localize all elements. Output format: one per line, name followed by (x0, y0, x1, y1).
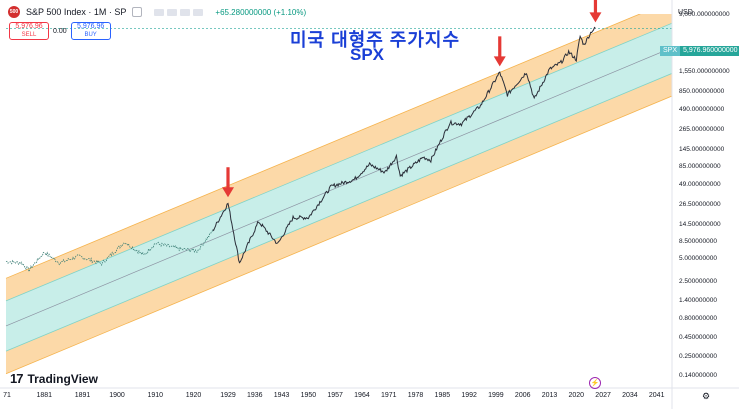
price-axis-label: 265.000000000 (679, 125, 725, 133)
peak-arrow-1 (222, 167, 234, 198)
price-axis-label: 490.000000000 (679, 105, 725, 113)
time-axis-label: 1900 (109, 392, 125, 399)
channel-outer-upper-line (5, 14, 641, 279)
time-axis-label: 2034 (622, 392, 638, 399)
last-price-symbol: SPX (660, 46, 681, 56)
price-axis-label: 850.000000000 (679, 87, 725, 95)
lightning-icon[interactable]: ⚡ (589, 377, 601, 389)
price-axis-label: 0.140000000 (679, 372, 717, 379)
tradingview-logo-icon: 17 (10, 371, 24, 386)
price-axis-label: 0.250000000 (679, 353, 717, 361)
time-axis-label: 1881 (36, 392, 53, 399)
peak-arrow-3 (589, 0, 602, 23)
channel-inner-upper-line (5, 22, 672, 302)
brand-name: TradingView (27, 371, 98, 386)
symbol-header: 500 S&P 500 Index · 1M · SP +65.28000000… (8, 5, 306, 19)
peak-arrow-2 (493, 36, 506, 67)
time-axis-label: 1985 (434, 392, 451, 399)
plot-area (5, 14, 672, 375)
spread-value: 0.00 (53, 27, 67, 35)
time-axis-label: 1950 (300, 392, 317, 399)
tradingview-brand[interactable]: 17 TradingView (10, 371, 98, 386)
time-axis-label: 71 (3, 392, 11, 399)
ohlc-values (154, 8, 204, 16)
price-axis-label: 85.000000000 (679, 163, 721, 171)
sell-button[interactable]: 5,976.96 SELL (9, 22, 49, 40)
price-axis-label: 145.000000000 (679, 145, 725, 153)
sell-label: SELL (21, 32, 37, 38)
time-axis-label: 1936 (246, 392, 263, 399)
time-axis-label: 1910 (147, 392, 164, 399)
time-axis-label: 2006 (514, 392, 531, 399)
price-axis-label: 49.000000000 (679, 180, 721, 188)
price-axis-label: 0.450000000 (679, 333, 717, 341)
symbol-title[interactable]: S&P 500 Index · 1M · SP (26, 7, 127, 17)
time-axis-label: 1920 (185, 392, 202, 399)
time-axis-label: 2027 (595, 392, 611, 399)
price-axis-label: 5.000000000 (679, 255, 717, 263)
time-axis-label: 1964 (354, 392, 370, 399)
buy-price: 5,976.96 (77, 23, 105, 30)
price-axis-label: 1.400000000 (679, 296, 717, 304)
time-axis-label: 1943 (273, 392, 290, 399)
channel-inner-lower-line (5, 73, 672, 352)
price-axis-label: 0.800000000 (679, 315, 717, 323)
time-axis-label: 2020 (568, 392, 585, 399)
time-axis-label: 2041 (648, 392, 665, 399)
price-axis-label: 2.500000000 (679, 278, 717, 285)
time-axis-label: 1957 (327, 392, 343, 399)
price-axis-label: 26.500000000 (679, 201, 721, 209)
time-axis-label: 1971 (380, 392, 397, 399)
time-axis-label: 1891 (74, 392, 91, 399)
price-change: +65.280000000 (+1.10%) (215, 7, 307, 17)
price-series-early (5, 229, 214, 273)
eye-icon[interactable] (132, 7, 143, 17)
time-axis-label: 1978 (407, 392, 424, 399)
annotation-title: 미국 대형주 주가지수 (290, 30, 461, 50)
last-price-value: 5,976.960000000 (680, 46, 739, 56)
buy-label: BUY (84, 32, 97, 38)
sell-price: 5,976.96 (15, 23, 43, 30)
time-axis-label: 1929 (220, 392, 236, 399)
price-axis-label: 9,000.000000000 (679, 11, 730, 18)
annotation-symbol: SPX (350, 45, 385, 64)
time-axis-label: 2013 (541, 392, 558, 399)
gear-icon[interactable]: ⚙ (702, 391, 711, 401)
price-series (212, 26, 596, 264)
trade-panel: 5,976.96 SELL 0.00 5,976.96 BUY (9, 22, 111, 40)
price-axis-label: 8.500000000 (679, 238, 717, 246)
price-axis-label: 1,550.000000000 (679, 68, 730, 76)
time-axis-label: 1999 (488, 392, 504, 399)
last-price-tag: SPX 5,976.960000000 (660, 46, 739, 56)
price-axis-label: 14.500000000 (679, 220, 721, 228)
currency-label[interactable]: USD (678, 9, 693, 16)
channel-mid-line (5, 47, 672, 327)
sp500-logo-icon: 500 (8, 6, 20, 18)
time-axis-label: 1992 (461, 392, 477, 399)
channel-outer-lower-line (5, 95, 672, 375)
buy-button[interactable]: 5,976.96 BUY (70, 22, 111, 40)
